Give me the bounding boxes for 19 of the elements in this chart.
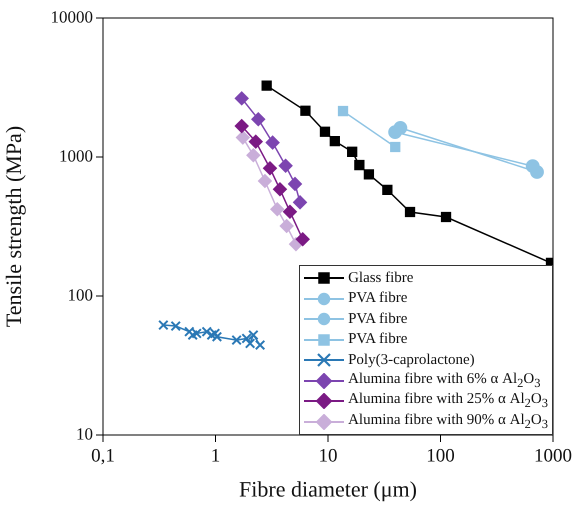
- y-tick-label: 100: [68, 285, 93, 304]
- x-tick-label: 0,1: [91, 445, 115, 466]
- x-axis-title: Fibre diameter (μm): [239, 476, 417, 502]
- legend-label: PVA fibre: [348, 310, 408, 328]
- y-axis-title: Tensile strength (MPa): [0, 126, 26, 328]
- legend-label: Alumina fibre with 90% α Al$_{2}$O$_{3}$: [348, 412, 548, 432]
- x-tick-label: 1000: [534, 445, 572, 466]
- legend-label: PVA fibre: [348, 331, 408, 348]
- x-tick-label: 1: [210, 445, 220, 466]
- legend-label: Poly(3-caprolactone): [348, 352, 475, 369]
- x-tick-label: 100: [426, 445, 455, 466]
- legend-label: PVA fibre: [348, 290, 408, 308]
- legend-label: Alumina fibre with 6% α Al$_{2}$O$_{3}$: [348, 370, 540, 391]
- x-tick-label: 10: [318, 445, 338, 466]
- y-tick-label: 10: [76, 424, 93, 444]
- y-tick-label: 1000: [59, 146, 93, 166]
- legend-label: Glass fibre: [348, 270, 414, 287]
- legend-label: Alumina fibre with 25% α Al$_{2}$O$_{3}$: [348, 391, 548, 412]
- y-tick-label: 10000: [50, 7, 93, 26]
